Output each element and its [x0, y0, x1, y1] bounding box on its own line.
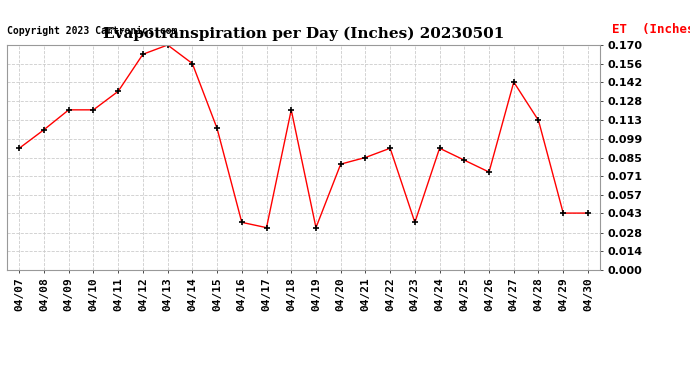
Text: Copyright 2023 Cartronics.com: Copyright 2023 Cartronics.com [7, 26, 177, 36]
Title: Evapotranspiration per Day (Inches) 20230501: Evapotranspiration per Day (Inches) 2023… [103, 27, 504, 41]
Text: ET  (Inches): ET (Inches) [612, 23, 690, 36]
